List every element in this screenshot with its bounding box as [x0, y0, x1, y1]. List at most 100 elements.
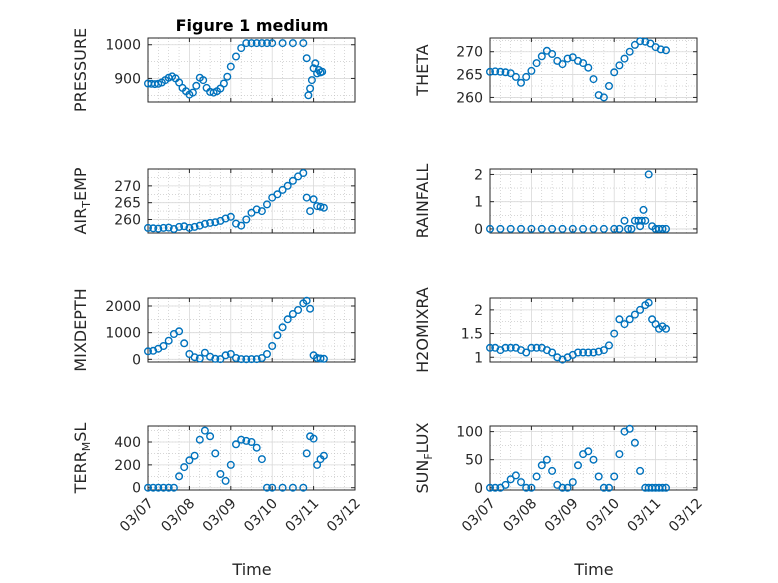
- data-point: [610, 224, 619, 233]
- data-point: [517, 78, 526, 87]
- y-tick-label: 2: [474, 167, 483, 183]
- data-point: [294, 306, 303, 315]
- data-point: [143, 483, 152, 492]
- data-point: [486, 67, 495, 76]
- data-point: [625, 315, 634, 324]
- data-point: [506, 224, 515, 233]
- series-markers: [143, 296, 328, 364]
- x-tick-label: 03/08: [158, 496, 198, 536]
- data-point: [299, 39, 308, 48]
- data-point: [288, 483, 297, 492]
- y-axis-label: TERRMSL: [71, 423, 93, 495]
- data-point: [247, 355, 256, 364]
- data-point: [568, 478, 577, 487]
- data-point: [517, 478, 526, 487]
- data-point: [506, 343, 515, 352]
- data-point: [302, 449, 311, 458]
- data-point: [630, 310, 639, 319]
- data-point: [496, 67, 505, 76]
- data-point: [143, 347, 152, 356]
- data-point: [620, 216, 629, 225]
- data-point: [263, 483, 272, 492]
- y-axis-label: AIRTEMP: [71, 167, 93, 234]
- data-point: [159, 223, 168, 232]
- axes-box: [489, 37, 698, 103]
- data-point: [511, 72, 520, 81]
- data-point: [154, 79, 163, 88]
- figure-title: Figure 1 medium: [176, 16, 329, 35]
- data-point: [268, 39, 277, 48]
- data-point: [309, 195, 318, 204]
- data-point: [143, 223, 152, 232]
- y-tick-label: 100: [456, 425, 483, 441]
- data-point: [568, 53, 577, 62]
- y-tick-label: 900: [114, 71, 141, 87]
- y-tick-label: 265: [456, 68, 483, 84]
- data-point: [302, 193, 311, 202]
- data-point: [605, 81, 614, 90]
- axes-box: [489, 425, 698, 491]
- data-point: [231, 354, 240, 363]
- x-axis-label-left: Time: [231, 560, 271, 579]
- panel-sun_flux: 0 50 100 03/07 03/08 03/09 03/10 03/11 03/12 SUNF…: [413, 422, 706, 535]
- data-point: [195, 435, 204, 444]
- data-point: [527, 343, 536, 352]
- data-point: [180, 339, 189, 348]
- data-point: [641, 37, 650, 46]
- data-point: [216, 355, 225, 364]
- y-tick-label: 260: [114, 213, 141, 229]
- data-point: [247, 438, 256, 447]
- x-tick-label: 03/09: [200, 496, 240, 536]
- data-point: [306, 84, 315, 93]
- data-point: [242, 436, 251, 445]
- data-point: [278, 39, 287, 48]
- data-point: [231, 52, 240, 61]
- series-markers: [486, 298, 671, 364]
- data-point: [589, 75, 598, 84]
- data-point: [636, 37, 645, 46]
- data-point: [237, 221, 246, 230]
- data-point: [532, 472, 541, 481]
- data-point: [200, 426, 209, 435]
- y-tick-label: 270: [456, 45, 483, 61]
- data-point: [522, 483, 531, 492]
- data-point: [605, 341, 614, 350]
- y-tick-label: 1: [474, 195, 483, 211]
- data-point: [195, 354, 204, 363]
- data-point: [658, 483, 667, 492]
- series-markers: [486, 170, 671, 233]
- y-tick-label: 265: [114, 196, 141, 212]
- data-point: [278, 323, 287, 332]
- data-point: [252, 39, 261, 48]
- y-tick-label: 1: [474, 350, 483, 366]
- data-point: [568, 224, 577, 233]
- data-point: [579, 59, 588, 68]
- axes-box: [489, 168, 698, 234]
- data-point: [211, 354, 220, 363]
- data-point: [206, 218, 215, 227]
- minor-grid: [490, 169, 697, 233]
- data-point: [242, 215, 251, 224]
- data-point: [563, 483, 572, 492]
- x-tick-label: 03/12: [324, 496, 364, 536]
- data-point: [656, 45, 665, 54]
- data-point: [288, 310, 297, 319]
- data-point: [237, 44, 246, 53]
- data-point: [211, 449, 220, 458]
- x-tick-label: 03/07: [459, 496, 499, 536]
- data-point: [216, 470, 225, 479]
- data-point: [211, 218, 220, 227]
- data-point: [491, 67, 500, 76]
- y-axis-label: MIXDEPTH: [71, 288, 90, 371]
- data-point: [154, 224, 163, 233]
- data-point: [584, 348, 593, 357]
- data-point: [527, 66, 536, 75]
- data-point: [615, 61, 624, 70]
- data-point: [624, 224, 633, 233]
- series-markers: [143, 168, 328, 233]
- data-point: [584, 63, 593, 72]
- x-tick-label: 03/10: [583, 496, 623, 536]
- data-point: [501, 68, 510, 77]
- data-point: [636, 466, 645, 475]
